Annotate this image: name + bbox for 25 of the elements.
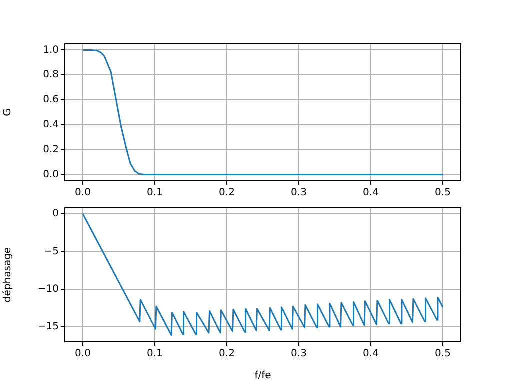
- x-tick-label: 0.2: [219, 188, 235, 199]
- x-tick-label: 0.2: [219, 348, 235, 360]
- x-tick-label: 0.0: [75, 188, 91, 199]
- x-tick-label: 0.4: [363, 348, 379, 360]
- y-tick-label: 0.8: [43, 70, 59, 81]
- y-tick-label: 0.2: [43, 144, 59, 156]
- y-tick-label: 0.6: [43, 94, 59, 106]
- y-axis-title: déphasage: [2, 247, 14, 303]
- y-axis-title: G: [2, 108, 14, 116]
- x-tick-label: 0.1: [147, 348, 163, 360]
- y-tick-label: −15: [38, 322, 59, 333]
- x-axis-title: f/fe: [254, 370, 272, 382]
- y-tick-label: 0: [52, 208, 59, 220]
- x-tick-label: 0.3: [291, 348, 307, 360]
- y-tick-label: 0.4: [43, 120, 59, 131]
- y-tick-label: 1.0: [43, 44, 59, 56]
- x-tick-label: 0.0: [75, 348, 91, 360]
- x-tick-label: 0.1: [147, 188, 163, 199]
- y-tick-label: −5: [44, 246, 59, 258]
- x-tick-label: 0.5: [435, 348, 451, 360]
- y-tick-label: −10: [38, 284, 59, 295]
- x-tick-label: 0.4: [363, 188, 379, 199]
- x-tick-label: 0.3: [291, 188, 307, 199]
- x-tick-label: 0.5: [435, 188, 451, 199]
- y-tick-label: 0.0: [43, 169, 59, 180]
